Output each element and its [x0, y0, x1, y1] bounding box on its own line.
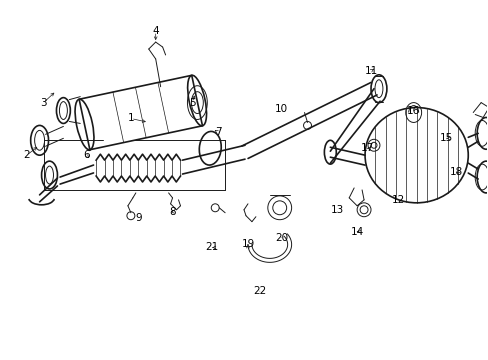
Text: 7: 7 [214, 127, 221, 138]
Text: 9: 9 [135, 213, 142, 223]
Text: 20: 20 [275, 233, 288, 243]
Text: 19: 19 [241, 239, 254, 249]
Text: 8: 8 [169, 207, 176, 217]
Text: 1: 1 [127, 113, 134, 123]
Text: 16: 16 [406, 105, 420, 116]
Text: 10: 10 [275, 104, 288, 113]
Text: 2: 2 [23, 150, 30, 160]
Text: 3: 3 [40, 98, 47, 108]
Text: 6: 6 [83, 150, 89, 160]
Text: 22: 22 [253, 286, 266, 296]
Text: 4: 4 [152, 26, 159, 36]
Text: 11: 11 [364, 66, 377, 76]
Text: 13: 13 [330, 205, 343, 215]
Text: 17: 17 [360, 143, 373, 153]
Text: 21: 21 [205, 243, 219, 252]
Text: 18: 18 [449, 167, 462, 177]
Text: 12: 12 [391, 195, 405, 205]
Text: 5: 5 [189, 98, 195, 108]
Text: 15: 15 [439, 133, 452, 143]
Text: 14: 14 [350, 226, 363, 237]
